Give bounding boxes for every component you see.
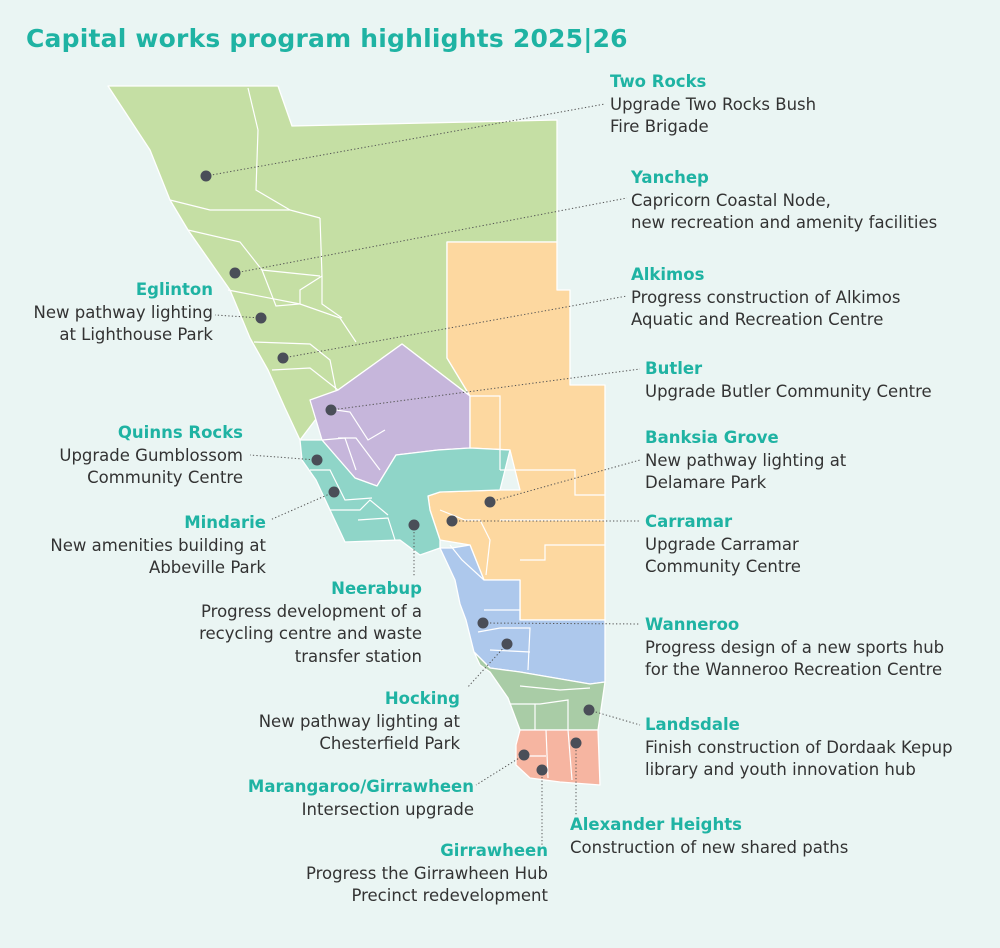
label-landsdale: Landsdale Finish construction of Dordaak… (645, 714, 953, 782)
label-alkimos: Alkimos Progress construction of Alkimos… (631, 264, 900, 332)
label-name: Alkimos (631, 265, 705, 284)
label-name: Neerabup (331, 579, 422, 598)
marker-hocking[interactable] (501, 638, 513, 650)
label-desc: Upgrade Carramar Community Centre (645, 534, 801, 577)
label-name: Eglinton (135, 280, 213, 299)
label-desc: Upgrade Two Rocks Bush Fire Brigade (610, 94, 817, 137)
label-name: Hocking (384, 689, 460, 708)
label-desc: New pathway lighting at Delamare Park (645, 450, 847, 493)
label-hocking: Hocking New pathway lighting at Chesterf… (259, 688, 460, 756)
label-desc: Progress construction of Alkimos Aquatic… (631, 287, 901, 330)
label-name: Girrawheen (440, 841, 548, 860)
label-alexander-heights: Alexander Heights Construction of new sh… (570, 814, 848, 859)
label-desc: Progress the Girrawheen Hub Precinct red… (305, 863, 548, 906)
label-name: Mindarie (184, 513, 266, 532)
label-marangaroo: Marangaroo/Girrawheen Intersection upgra… (248, 776, 474, 821)
label-desc: New amenities building at Abbeville Park (50, 535, 266, 578)
marker-marangaroo[interactable] (518, 749, 530, 761)
marker-butler[interactable] (325, 404, 337, 416)
marker-landsdale[interactable] (583, 704, 595, 716)
label-name: Carramar (645, 512, 733, 531)
label-name: Wanneroo (645, 615, 740, 634)
marker-eglinton[interactable] (255, 312, 267, 324)
label-name: Alexander Heights (570, 815, 742, 834)
label-desc: Upgrade Butler Community Centre (645, 381, 932, 401)
region-teal[interactable] (299, 439, 511, 556)
label-girrawheen: Girrawheen Progress the Girrawheen Hub P… (306, 840, 548, 908)
marker-yanchep[interactable] (229, 267, 241, 279)
marker-banksia-grove[interactable] (484, 496, 496, 508)
label-carramar: Carramar Upgrade Carramar Community Cent… (645, 511, 801, 579)
label-yanchep: Yanchep Capricorn Coastal Node, new recr… (631, 167, 937, 235)
label-eglinton: Eglinton New pathway lighting at Lightho… (34, 279, 213, 347)
label-desc: Progress design of a new sports hub for … (645, 637, 945, 680)
page-title: Capital works program highlights 2025|26 (26, 24, 628, 53)
marker-mindarie[interactable] (328, 486, 340, 498)
label-name: Landsdale (645, 715, 740, 734)
marker-neerabup[interactable] (408, 519, 420, 531)
label-name: Quinns Rocks (117, 423, 243, 442)
leader-lines (205, 103, 641, 845)
label-name: Two Rocks (610, 72, 707, 91)
label-name: Marangaroo/Girrawheen (247, 777, 474, 796)
label-desc: Progress development of a recycling cent… (199, 601, 422, 666)
marker-alkimos[interactable] (277, 352, 289, 364)
marker-carramar[interactable] (446, 515, 458, 527)
label-desc: New pathway lighting at Chesterfield Par… (258, 711, 460, 754)
label-quinns-rocks: Quinns Rocks Upgrade Gumblossom Communit… (59, 422, 243, 490)
marker-girrawheen[interactable] (536, 764, 548, 776)
label-desc: Construction of new shared paths (570, 837, 849, 857)
markers (200, 170, 595, 776)
marker-wanneroo[interactable] (477, 617, 489, 629)
label-desc: Finish construction of Dordaak Kepup lib… (645, 737, 953, 780)
label-name: Yanchep (631, 168, 709, 187)
label-butler: Butler Upgrade Butler Community Centre (645, 358, 932, 403)
marker-alexander-heights[interactable] (570, 737, 582, 749)
suburb-boundaries (169, 87, 605, 781)
label-wanneroo: Wanneroo Progress design of a new sports… (645, 614, 944, 682)
marker-quinns-rocks[interactable] (311, 454, 323, 466)
label-name: Butler (645, 359, 703, 378)
label-desc: Upgrade Gumblossom Community Centre (59, 445, 243, 488)
label-mindarie: Mindarie New amenities building at Abbev… (50, 512, 266, 580)
label-desc: Intersection upgrade (301, 799, 474, 819)
label-two-rocks: Two Rocks Upgrade Two Rocks Bush Fire Br… (610, 71, 816, 139)
label-banksia-grove: Banksia Grove New pathway lighting at De… (645, 427, 846, 495)
label-desc: New pathway lighting at Lighthouse Park (33, 302, 213, 345)
marker-two-rocks[interactable] (200, 170, 212, 182)
label-neerabup: Neerabup Progress development of a recyc… (199, 578, 422, 668)
label-name: Banksia Grove (645, 428, 779, 447)
label-desc: Capricorn Coastal Node, new recreation a… (631, 190, 938, 233)
